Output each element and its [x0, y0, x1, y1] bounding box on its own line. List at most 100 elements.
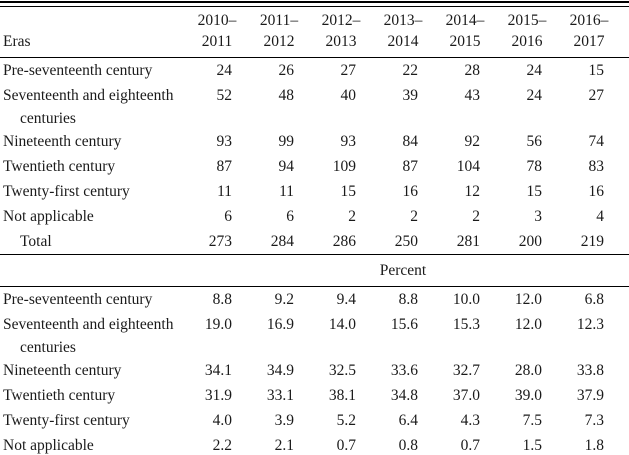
era-label: Twentieth century	[3, 387, 116, 404]
count-value: 2	[472, 208, 480, 225]
year-bottom: 2015	[449, 33, 481, 50]
spacer-cell	[620, 179, 629, 204]
count-value: 84	[402, 133, 419, 150]
spacer-cell	[620, 154, 629, 179]
spacer-cell	[0, 254, 186, 287]
percent-value: 1.8	[584, 437, 604, 454]
era-label-line1: Seventeenth and eighteenth	[3, 87, 174, 104]
percent-value: 4.0	[212, 412, 232, 429]
percent-value: 7.5	[522, 412, 542, 429]
percent-value: 19.0	[204, 316, 232, 333]
percent-value: 9.4	[336, 291, 356, 308]
percent-value: 39.0	[514, 387, 542, 404]
count-value: 83	[588, 158, 605, 175]
percent-value: 37.9	[576, 387, 604, 404]
percent-value: 33.6	[390, 362, 418, 379]
year-bottom: 2017	[573, 33, 605, 50]
count-value: 26	[278, 62, 295, 79]
percent-value: 9.2	[274, 291, 294, 308]
column-header-year: 2015– 2016	[496, 7, 558, 58]
count-value: 27	[340, 62, 357, 79]
count-value: 4	[596, 208, 604, 225]
percent-value: 14.0	[328, 316, 356, 333]
percent-value: 34.9	[266, 362, 294, 379]
era-label: Twentieth century	[3, 158, 116, 175]
era-label: Twenty-first century	[3, 412, 130, 429]
year-bottom: 2016	[511, 33, 543, 50]
year-top: 2013–	[383, 12, 423, 29]
percent-value: 28.0	[514, 362, 542, 379]
year-top: 2012–	[321, 12, 361, 29]
year-bottom: 2011	[201, 33, 233, 50]
count-value: 27	[588, 87, 605, 104]
count-value: 2	[348, 208, 356, 225]
column-header-year: 2010– 2011	[186, 7, 248, 58]
percent-value: 5.2	[336, 412, 356, 429]
percent-value: 7.3	[584, 412, 604, 429]
count-value: 2	[410, 208, 418, 225]
year-top: 2015–	[507, 12, 547, 29]
year-top: 2010–	[197, 12, 237, 29]
eras-table: Eras 2010– 2011 2011– 2012 2012– 2013 20…	[0, 7, 629, 455]
total-label: Total	[20, 233, 52, 250]
percent-value: 32.7	[452, 362, 480, 379]
era-label: Seventeenth and eighteenth centuries	[0, 83, 186, 129]
spacer-cell	[620, 433, 629, 455]
count-value: 56	[526, 133, 543, 150]
table-row: Nineteenth century 93 99 93 84 92 56 74	[0, 129, 629, 154]
total-value: 250	[394, 233, 418, 250]
percent-value: 8.8	[398, 291, 418, 308]
count-value: 78	[526, 158, 543, 175]
count-value: 28	[464, 62, 481, 79]
count-value: 24	[216, 62, 233, 79]
count-value: 74	[588, 133, 605, 150]
count-value: 87	[216, 158, 233, 175]
percent-value: 16.9	[266, 316, 294, 333]
percent-value: 15.3	[452, 316, 480, 333]
count-value: 6	[224, 208, 232, 225]
era-label: Pre-seventeenth century	[3, 62, 153, 79]
percent-value: 32.5	[328, 362, 356, 379]
total-value: 219	[580, 233, 604, 250]
count-value: 15	[588, 62, 605, 79]
table-row: Twentieth century 87 94 109 87 104 78 83	[0, 154, 629, 179]
era-label-line2: centuries	[20, 110, 76, 127]
percent-value: 31.9	[204, 387, 232, 404]
count-value: 104	[456, 158, 480, 175]
total-value: 200	[518, 233, 542, 250]
era-label: Nineteenth century	[3, 362, 122, 379]
year-bottom: 2014	[387, 33, 419, 50]
spacer-cell	[620, 7, 629, 58]
spacer-cell	[620, 383, 629, 408]
count-value: 94	[278, 158, 295, 175]
percent-value: 3.9	[274, 412, 294, 429]
era-label: Not applicable	[3, 208, 94, 225]
count-value: 11	[279, 183, 294, 200]
table-top-double-rule	[0, 1, 629, 7]
percent-value: 38.1	[328, 387, 356, 404]
percent-value: 33.8	[576, 362, 604, 379]
percent-value: 12.0	[514, 291, 542, 308]
column-header-eras: Eras	[0, 7, 186, 58]
count-value: 52	[216, 87, 233, 104]
count-value: 99	[278, 133, 295, 150]
table-row: Seventeenth and eighteenth centuries 19.…	[0, 312, 629, 358]
count-value: 24	[526, 87, 543, 104]
spacer-cell	[620, 229, 629, 255]
era-label: Seventeenth and eighteenth centuries	[0, 312, 186, 358]
count-value: 93	[216, 133, 233, 150]
count-value: 15	[526, 183, 543, 200]
percent-value: 15.6	[390, 316, 418, 333]
spacer-cell	[620, 204, 629, 229]
table-row: Twenty-first century 11 11 15 16 12 15 1…	[0, 179, 629, 204]
total-value: 286	[332, 233, 356, 250]
count-value: 87	[402, 158, 419, 175]
year-top: 2016–	[569, 12, 609, 29]
table-row: Not applicable 2.2 2.1 0.7 0.8 0.7 1.5 1…	[0, 433, 629, 455]
column-header-year: 2011– 2012	[248, 7, 310, 58]
table-row: Twenty-first century 4.0 3.9 5.2 6.4 4.3…	[0, 408, 629, 433]
era-label: Twenty-first century	[3, 183, 130, 200]
percent-value: 34.1	[204, 362, 232, 379]
era-label: Nineteenth century	[3, 133, 122, 150]
